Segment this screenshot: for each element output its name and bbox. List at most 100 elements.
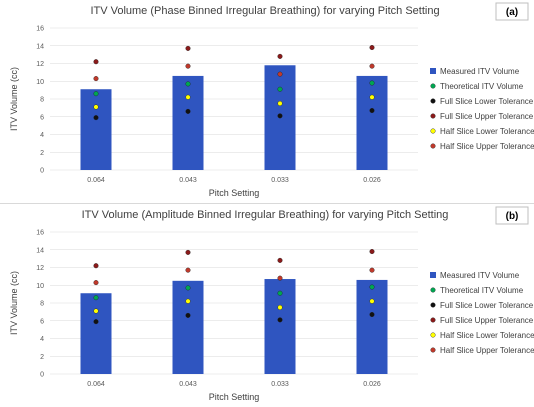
legend-entry: Half Slice Upper Tolerance [440, 142, 534, 151]
x-tick-label: 0.026 [363, 177, 381, 184]
x-tick-label: 0.064 [87, 177, 105, 184]
point-half-slice-lower-tolerance [277, 100, 283, 106]
legend-swatch-measured-itv-volume [430, 68, 436, 74]
bar-measured-itv-volume [80, 293, 112, 374]
y-tick-label: 16 [36, 26, 44, 33]
chart-title: ITV Volume (Amplitude Binned Irregular B… [82, 209, 449, 221]
legend-swatch-half-slice-lower-tolerance [430, 332, 436, 338]
point-full-slice-upper-tolerance [93, 59, 99, 65]
point-theoretical-itv-volume [93, 91, 99, 97]
legend-swatch-theoretical-itv-volume [430, 287, 436, 293]
point-half-slice-upper-tolerance [185, 63, 191, 69]
point-full-slice-lower-tolerance [93, 319, 99, 325]
point-theoretical-itv-volume [277, 86, 283, 92]
x-axis-label: Pitch Setting [209, 188, 260, 198]
legend-entry: Full Slice Upper Tolerance [440, 316, 534, 325]
point-half-slice-upper-tolerance [185, 267, 191, 273]
y-tick-label: 14 [36, 43, 44, 50]
y-tick-label: 6 [40, 318, 44, 325]
point-full-slice-lower-tolerance [93, 115, 99, 121]
legend-entry: Half Slice Lower Tolerance [440, 331, 534, 340]
chart-panel-a: ITV Volume (Phase Binned Irregular Breat… [0, 0, 534, 203]
y-tick-label: 2 [40, 354, 44, 361]
y-tick-label: 12 [36, 61, 44, 68]
legend-entry: Theoretical ITV Volume [440, 286, 524, 295]
panel-label: (a) [506, 7, 518, 18]
chart-panel-b: ITV Volume (Amplitude Binned Irregular B… [0, 204, 534, 407]
point-full-slice-lower-tolerance [369, 108, 375, 114]
legend-swatch-full-slice-lower-tolerance [430, 98, 436, 104]
point-full-slice-upper-tolerance [369, 45, 375, 51]
point-half-slice-upper-tolerance [369, 267, 375, 273]
point-half-slice-upper-tolerance [277, 275, 283, 281]
point-theoretical-itv-volume [277, 290, 283, 296]
point-full-slice-upper-tolerance [369, 249, 375, 255]
point-half-slice-lower-tolerance [369, 298, 375, 304]
point-half-slice-upper-tolerance [277, 71, 283, 77]
y-tick-label: 10 [36, 283, 44, 290]
legend-entry: Half Slice Lower Tolerance [440, 127, 534, 136]
legend-swatch-full-slice-lower-tolerance [430, 302, 436, 308]
bar-measured-itv-volume [80, 89, 112, 170]
bar-measured-itv-volume [172, 280, 204, 374]
point-half-slice-upper-tolerance [93, 76, 99, 82]
point-full-slice-lower-tolerance [277, 317, 283, 323]
legend-entry: Measured ITV Volume [440, 271, 520, 280]
chart-svg-a: ITV Volume (Phase Binned Irregular Breat… [9, 2, 534, 198]
legend-entry: Full Slice Upper Tolerance [440, 112, 534, 121]
y-axis-label: ITV Volume (cc) [9, 67, 19, 131]
y-axis-label: ITV Volume (cc) [9, 271, 19, 335]
bar-measured-itv-volume [356, 75, 388, 170]
point-theoretical-itv-volume [185, 285, 191, 291]
y-tick-label: 8 [40, 301, 44, 308]
point-half-slice-lower-tolerance [93, 104, 99, 110]
y-tick-label: 14 [36, 247, 44, 254]
panel-label-box [495, 206, 529, 225]
y-tick-label: 4 [40, 132, 44, 139]
point-full-slice-upper-tolerance [93, 263, 99, 269]
x-tick-label: 0.026 [363, 381, 381, 388]
x-tick-label: 0.043 [179, 381, 197, 388]
point-half-slice-lower-tolerance [185, 94, 191, 100]
point-full-slice-lower-tolerance [185, 108, 191, 114]
point-half-slice-upper-tolerance [93, 280, 99, 286]
panel-label: (b) [506, 211, 519, 222]
y-tick-label: 0 [40, 372, 44, 379]
y-tick-label: 10 [36, 79, 44, 86]
legend-swatch-theoretical-itv-volume [430, 83, 436, 89]
y-tick-label: 0 [40, 168, 44, 175]
point-full-slice-lower-tolerance [185, 312, 191, 318]
point-full-slice-upper-tolerance [277, 257, 283, 263]
point-theoretical-itv-volume [369, 284, 375, 290]
point-half-slice-lower-tolerance [277, 304, 283, 310]
x-tick-label: 0.064 [87, 381, 105, 388]
y-tick-label: 8 [40, 97, 44, 104]
point-theoretical-itv-volume [369, 80, 375, 86]
point-full-slice-upper-tolerance [277, 53, 283, 59]
point-half-slice-lower-tolerance [369, 94, 375, 100]
point-full-slice-lower-tolerance [277, 113, 283, 119]
point-half-slice-lower-tolerance [185, 298, 191, 304]
chart-title: ITV Volume (Phase Binned Irregular Breat… [90, 5, 439, 17]
x-tick-label: 0.033 [271, 381, 289, 388]
y-tick-label: 12 [36, 265, 44, 272]
point-full-slice-upper-tolerance [185, 249, 191, 255]
x-axis-label: Pitch Setting [209, 392, 260, 402]
bar-measured-itv-volume [172, 75, 204, 170]
legend-swatch-full-slice-upper-tolerance [430, 113, 436, 119]
x-tick-label: 0.043 [179, 177, 197, 184]
legend-entry: Half Slice Upper Tolerance [440, 346, 534, 355]
legend-swatch-measured-itv-volume [430, 272, 436, 278]
legend-entry: Full Slice Lower Tolerance [440, 97, 534, 106]
bar-measured-itv-volume [356, 279, 388, 374]
y-tick-label: 6 [40, 114, 44, 121]
y-tick-label: 2 [40, 150, 44, 157]
point-theoretical-itv-volume [93, 295, 99, 301]
y-tick-label: 16 [36, 230, 44, 237]
legend-entry: Theoretical ITV Volume [440, 82, 524, 91]
y-tick-label: 4 [40, 336, 44, 343]
point-full-slice-upper-tolerance [185, 45, 191, 51]
x-tick-label: 0.033 [271, 177, 289, 184]
legend-swatch-half-slice-upper-tolerance [430, 143, 436, 149]
legend-swatch-half-slice-lower-tolerance [430, 128, 436, 134]
